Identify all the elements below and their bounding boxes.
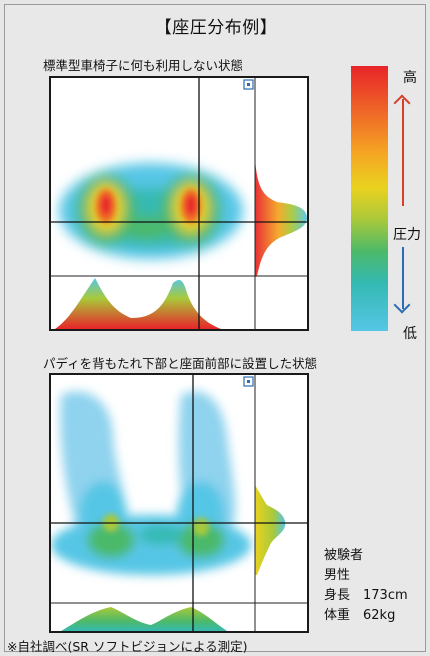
figure-frame: 【座圧分布例】 標準型車椅子に何も利用しない状態 [4, 4, 426, 654]
arrow-up-icon [402, 99, 404, 206]
pressure-map-padi [49, 373, 309, 633]
footnote: ※自社調べ(SR ソフトビジョンによる測定) [7, 639, 248, 654]
scale-mid-label: 圧力 [393, 227, 421, 243]
scale-low-label: 低 [403, 326, 417, 342]
pressure-color-scale [351, 66, 388, 331]
subject-weight: 体重 62kg [324, 608, 396, 623]
figure-title: 【座圧分布例】 [154, 18, 278, 38]
panel1-caption: 標準型車椅子に何も利用しない状態 [43, 58, 244, 73]
arrow-down-icon [402, 247, 404, 309]
subject-heading: 被験者 [324, 548, 364, 563]
scale-high-label: 高 [403, 70, 417, 86]
subject-sex: 男性 [324, 568, 351, 583]
subject-height: 身長 173cm [324, 588, 408, 603]
pressure-map-standard [49, 76, 309, 331]
subject-info: 被験者 男性 身長 173cm 体重 62kg [324, 546, 408, 626]
pressure-map-standard-graphic [51, 78, 307, 329]
panel2-caption: パディを背もたれ下部と座面前部に設置した状態 [43, 356, 318, 371]
pressure-map-padi-graphic [51, 375, 307, 631]
